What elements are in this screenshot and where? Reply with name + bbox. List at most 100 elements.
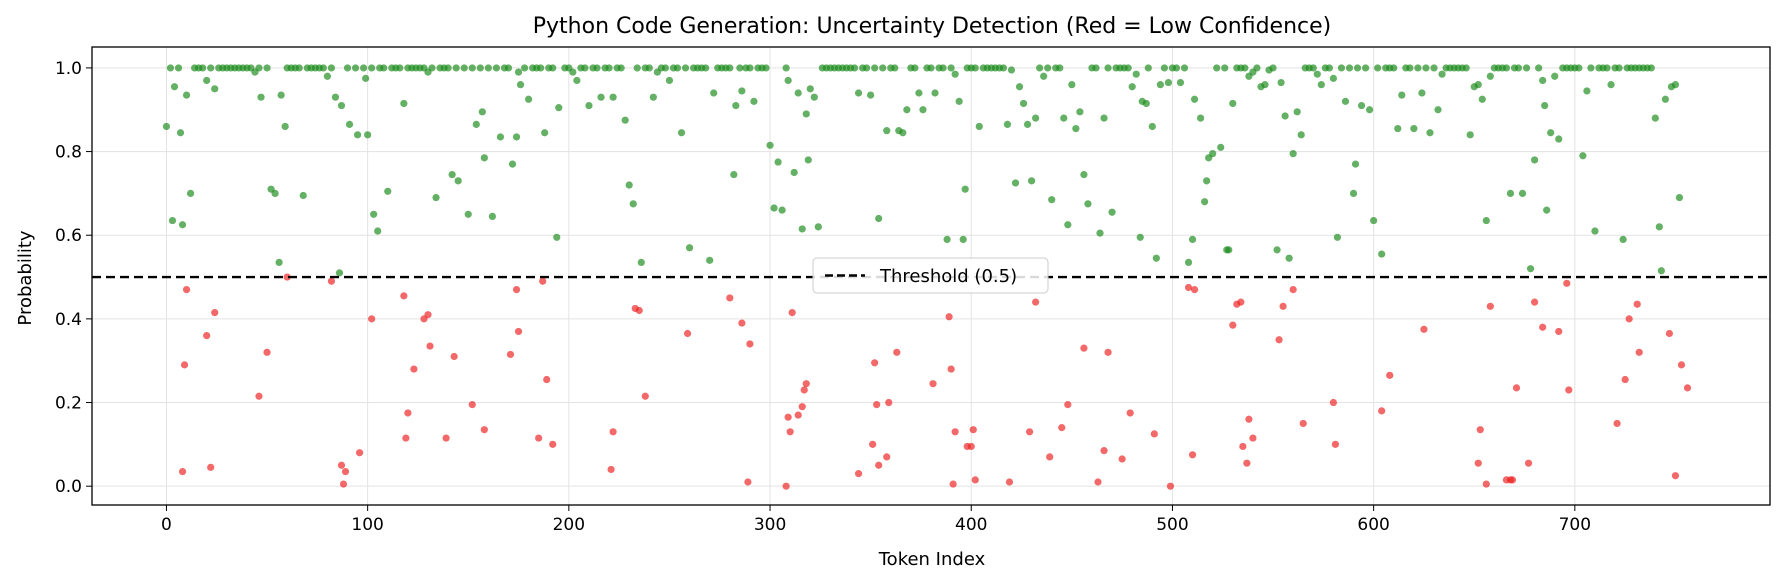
high-confidence-point <box>1209 150 1217 158</box>
high-confidence-point <box>1128 83 1136 91</box>
high-confidence-point <box>1514 64 1523 72</box>
high-confidence-point <box>1675 193 1684 202</box>
high-confidence-point <box>625 181 633 189</box>
low-confidence-point <box>607 465 615 474</box>
y-tick-label: 0.0 <box>55 477 82 497</box>
high-confidence-point <box>750 97 758 105</box>
high-confidence-point <box>512 133 521 141</box>
low-confidence-point <box>255 392 263 400</box>
high-confidence-point <box>514 68 523 76</box>
high-confidence-point <box>1575 64 1583 72</box>
high-confidence-point <box>1027 177 1036 185</box>
low-confidence-point <box>368 315 376 323</box>
high-confidence-point <box>1647 64 1655 72</box>
low-confidence-point <box>1299 419 1307 428</box>
y-tick-label: 0.8 <box>55 143 82 163</box>
high-confidence-point <box>879 64 887 72</box>
low-confidence-point <box>263 348 271 356</box>
high-confidence-point <box>1462 64 1470 72</box>
high-confidence-point <box>263 64 271 72</box>
high-confidence-point <box>665 76 674 85</box>
high-confidence-point <box>1092 64 1100 72</box>
high-confidence-point <box>1619 235 1627 244</box>
high-confidence-point <box>685 244 694 252</box>
low-confidence-point <box>738 319 746 327</box>
x-tick-label: 500 <box>1156 515 1188 535</box>
low-confidence-point <box>794 411 802 419</box>
low-confidence-point <box>971 476 979 484</box>
high-confidence-point <box>999 64 1008 72</box>
high-confidence-point <box>480 154 488 162</box>
high-confidence-point <box>573 76 581 85</box>
low-confidence-point <box>1243 459 1251 467</box>
high-confidence-point <box>460 64 468 72</box>
high-confidence-point <box>1579 152 1587 160</box>
high-confidence-point <box>472 120 480 128</box>
high-confidence-point <box>516 81 525 89</box>
high-confidence-point <box>335 269 344 277</box>
high-confidence-point <box>1482 216 1490 225</box>
high-confidence-point <box>850 64 859 72</box>
high-confidence-point <box>1048 196 1056 204</box>
low-confidence-point <box>1118 455 1126 463</box>
high-confidence-point <box>368 64 376 72</box>
low-confidence-point <box>1486 302 1494 310</box>
high-confidence-point <box>1019 99 1028 108</box>
low-confidence-point <box>1166 482 1175 490</box>
high-confidence-point <box>738 87 746 95</box>
high-confidence-point <box>1474 81 1482 89</box>
high-confidence-point <box>1190 95 1199 103</box>
high-confidence-point <box>1072 124 1080 133</box>
low-confidence-point <box>869 440 877 448</box>
low-confidence-point <box>609 428 617 436</box>
low-confidence-point <box>800 386 808 394</box>
high-confidence-point <box>891 64 899 72</box>
low-confidence-point <box>1621 375 1629 384</box>
high-confidence-point <box>1007 66 1016 74</box>
high-confidence-point <box>1056 64 1064 72</box>
high-confidence-point <box>186 189 195 197</box>
low-confidence-point <box>1005 478 1014 486</box>
low-confidence-point <box>967 442 975 451</box>
low-confidence-point <box>211 308 219 317</box>
high-confidence-point <box>802 110 810 118</box>
low-confidence-point <box>203 332 211 340</box>
high-confidence-point <box>1329 74 1337 82</box>
low-confidence-point <box>947 365 955 373</box>
high-confidence-point <box>1060 114 1068 122</box>
high-confidence-point <box>549 64 557 72</box>
high-confidence-point <box>766 141 774 149</box>
high-confidence-point <box>710 89 718 97</box>
high-confidence-point <box>1438 70 1446 78</box>
high-confidence-point <box>1518 189 1527 197</box>
high-confidence-point <box>609 93 617 101</box>
high-confidence-point <box>1142 99 1150 108</box>
axis-ticks: 0 100 200 300 400 500 600 700 0.0 0.2 0.4 0.6 0.8 1.0 <box>55 59 1591 535</box>
low-confidence-point <box>207 463 215 471</box>
low-confidence-point <box>1555 327 1563 336</box>
high-confidence-point <box>673 64 682 72</box>
low-confidence-point <box>1249 434 1257 442</box>
low-confidence-point <box>1058 424 1066 432</box>
high-confidence-point <box>1486 72 1494 80</box>
low-confidence-point <box>480 426 488 434</box>
high-confidence-point <box>1506 189 1515 197</box>
high-confidence-point <box>810 93 818 101</box>
high-confidence-point <box>1108 208 1116 216</box>
low-confidence-point <box>885 398 893 407</box>
high-confidence-point <box>784 76 792 85</box>
high-confidence-point <box>1040 72 1048 80</box>
high-confidence-point <box>702 64 710 72</box>
high-confidence-point <box>899 129 907 137</box>
high-confidence-point <box>947 64 955 72</box>
high-confidence-point <box>1591 227 1599 235</box>
high-confidence-point <box>1023 120 1032 128</box>
low-confidence-point <box>1080 344 1088 352</box>
high-confidence-point <box>1015 83 1024 91</box>
high-confidence-point <box>649 93 657 101</box>
high-confidence-point <box>255 64 263 72</box>
low-confidence-point <box>424 311 432 319</box>
low-confidence-point <box>1329 398 1337 407</box>
high-confidence-point <box>1261 81 1269 89</box>
low-confidence-point <box>641 392 649 400</box>
